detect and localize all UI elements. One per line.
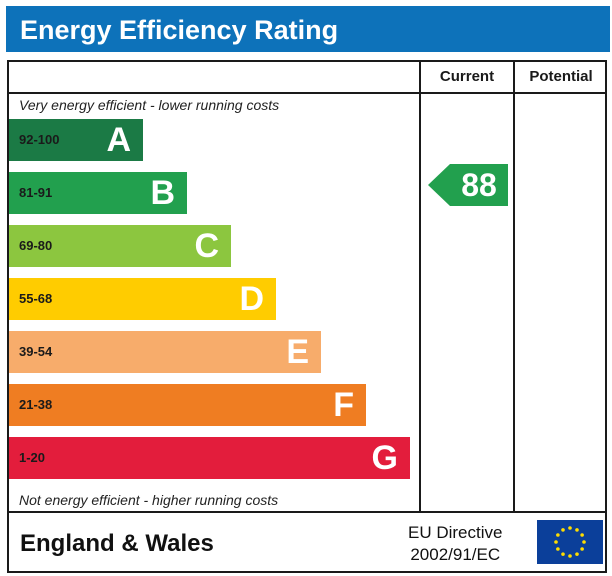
flag-star — [580, 533, 584, 537]
eu-flag-icon — [537, 520, 603, 564]
flag-star — [582, 540, 586, 544]
footer-bar — [7, 513, 607, 573]
band-letter: D — [239, 280, 264, 318]
flag-star — [575, 528, 579, 532]
flag-star — [575, 552, 579, 556]
band-letter: A — [106, 121, 131, 159]
region-label: England & Wales — [20, 530, 214, 557]
directive-line-2: 2002/91/EC — [410, 545, 501, 564]
directive-line-1: EU Directive — [408, 523, 503, 542]
band-letter: F — [333, 386, 354, 424]
band-f: 21-38 F — [9, 384, 366, 426]
current-arrow-shape — [428, 164, 508, 206]
band-letter: E — [286, 333, 309, 371]
current-rating-arrow: 88 — [428, 164, 508, 206]
eu-directive: EU Directive 2002/91/EC — [408, 522, 502, 566]
band-range-label: 55-68 — [19, 291, 53, 306]
band-range-label: 81-91 — [19, 185, 53, 200]
flag-star — [554, 540, 558, 544]
current-column-header: Current — [439, 68, 495, 85]
band-e: 39-54 E — [9, 331, 321, 373]
column-divider-potential — [513, 60, 515, 513]
band-letter: C — [194, 227, 219, 265]
note-top: Very energy efficient - lower running co… — [19, 97, 280, 113]
note-bottom: Not energy efficient - higher running co… — [19, 492, 279, 508]
flag-star — [561, 528, 565, 532]
potential-column-header: Potential — [529, 68, 593, 85]
column-divider-current — [419, 60, 421, 513]
band-range-label: 69-80 — [19, 238, 53, 253]
band-a: 92-100 A — [9, 119, 143, 161]
flag-star — [556, 533, 560, 537]
band-letter: B — [150, 174, 175, 212]
flag-star — [580, 547, 584, 551]
band-range-label: 39-54 — [19, 344, 53, 359]
flag-star — [556, 547, 560, 551]
rating-frame — [7, 60, 607, 513]
band-d: 55-68 D — [9, 278, 276, 320]
flag-star — [568, 526, 572, 530]
band-range-label: 1-20 — [19, 450, 46, 465]
band-range-label: 92-100 — [19, 132, 60, 147]
current-rating-value: 88 — [461, 167, 497, 203]
band-letter: G — [371, 439, 398, 477]
band-range-label: 21-38 — [19, 397, 53, 412]
chart-title: Energy Efficiency Rating — [20, 15, 339, 45]
flag-star — [568, 554, 572, 558]
header-bar: Energy Efficiency Rating — [6, 6, 610, 52]
band-b: 81-91 B — [9, 172, 187, 214]
flag-star — [561, 552, 565, 556]
header-row-divider — [7, 92, 607, 94]
band-g: 1-20 G — [9, 437, 410, 479]
band-c: 69-80 C — [9, 225, 231, 267]
